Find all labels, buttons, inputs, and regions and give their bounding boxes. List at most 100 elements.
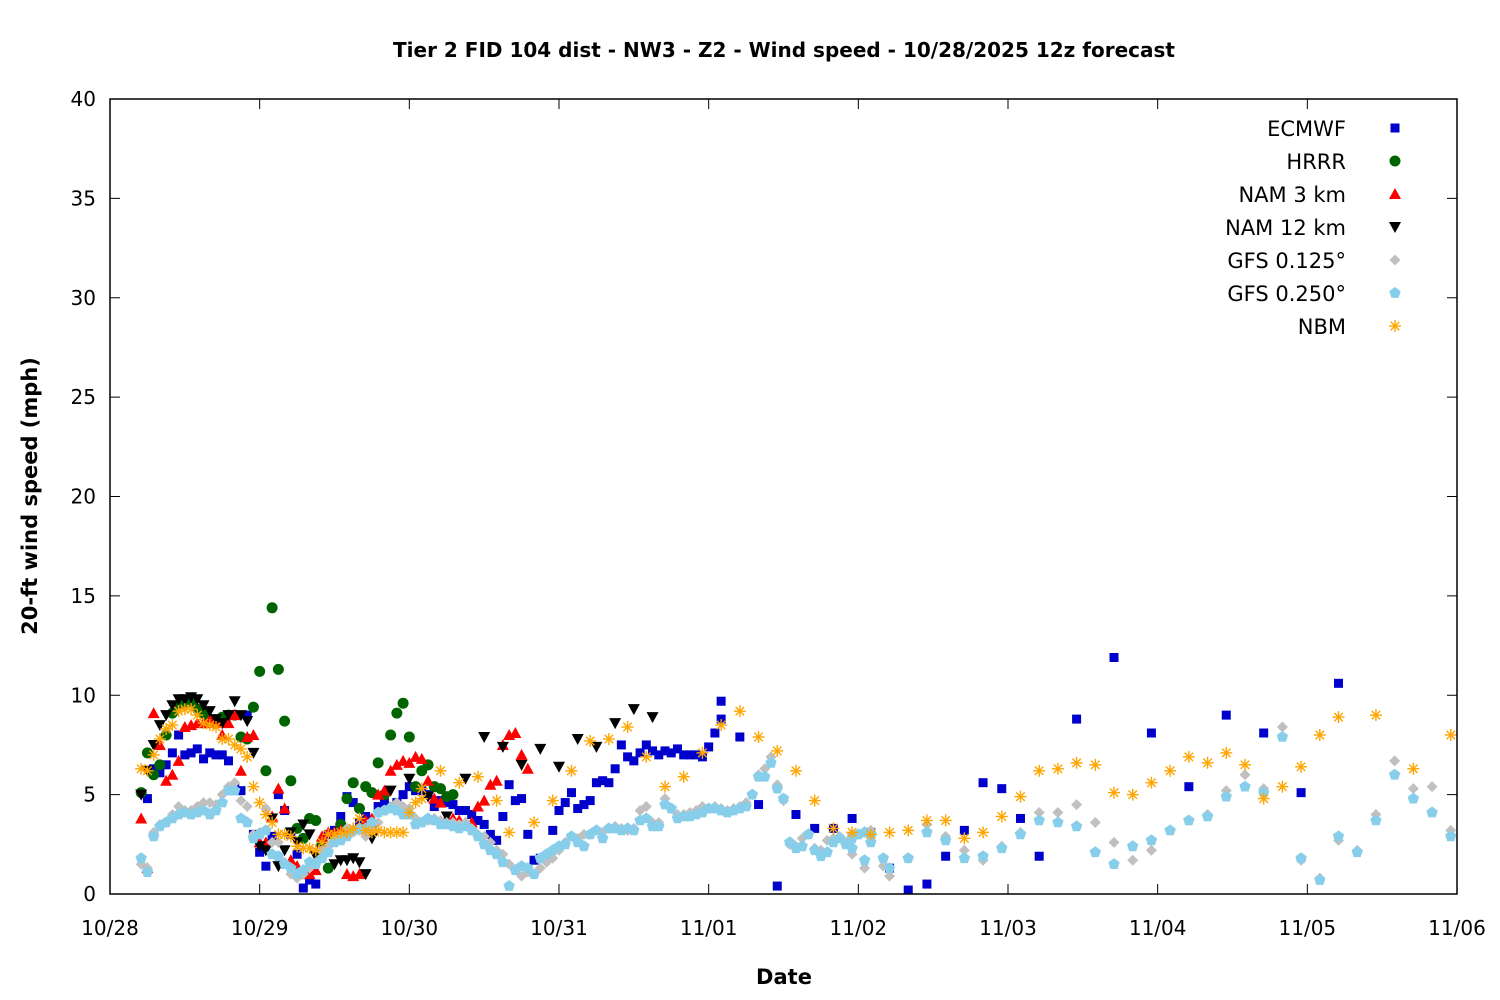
data-point xyxy=(1052,807,1064,819)
data-point xyxy=(604,778,614,788)
data-point xyxy=(1238,758,1251,771)
data-point xyxy=(259,808,272,821)
data-point xyxy=(254,665,266,677)
data-point xyxy=(435,783,447,795)
data-point xyxy=(679,750,689,760)
data-point xyxy=(659,780,672,793)
data-point xyxy=(921,826,933,838)
data-point xyxy=(498,811,508,821)
data-point xyxy=(1313,729,1326,741)
data-point xyxy=(403,773,416,785)
data-point xyxy=(1109,652,1119,662)
data-point xyxy=(311,879,321,889)
data-point xyxy=(1407,783,1419,795)
data-point xyxy=(685,750,695,760)
data-point xyxy=(1145,776,1158,789)
data-point xyxy=(578,840,590,852)
legend-label: HRRR xyxy=(1286,150,1346,174)
data-point xyxy=(1276,780,1289,793)
data-point xyxy=(883,862,896,873)
data-point xyxy=(1164,824,1176,836)
data-point xyxy=(883,826,896,839)
data-point xyxy=(1015,813,1025,823)
data-point xyxy=(253,841,266,853)
data-point xyxy=(978,778,988,788)
data-point xyxy=(628,824,640,836)
data-point xyxy=(322,846,334,858)
data-point xyxy=(772,881,782,891)
data-point xyxy=(1239,769,1251,781)
data-point xyxy=(1183,814,1195,826)
data-point xyxy=(847,813,857,823)
data-point xyxy=(529,855,539,865)
data-point xyxy=(241,716,254,728)
data-point xyxy=(629,756,639,766)
data-point xyxy=(167,748,177,758)
y-tick-label: 15 xyxy=(71,584,96,608)
legend: ECMWF HRRR NAM 3 km NAM 12 km GFS 0.125° GFS … xyxy=(1225,117,1401,339)
legend-marker-icon xyxy=(1390,123,1400,133)
x-axis-label: Date xyxy=(756,965,812,989)
data-point xyxy=(523,829,533,839)
data-point xyxy=(260,824,272,836)
y-tick-label: 40 xyxy=(71,87,96,111)
data-point xyxy=(939,814,952,827)
data-point xyxy=(1201,810,1214,822)
data-point xyxy=(459,773,472,785)
data-point xyxy=(585,796,595,806)
data-point xyxy=(347,777,359,789)
data-point xyxy=(796,840,808,852)
x-tick-label: 11/05 xyxy=(1279,916,1337,940)
data-point xyxy=(285,775,297,787)
data-point xyxy=(273,790,283,800)
data-point xyxy=(297,819,310,831)
data-point xyxy=(384,764,397,776)
data-point xyxy=(147,748,160,761)
data-point xyxy=(752,730,765,743)
data-point xyxy=(398,790,408,800)
series-hrrr xyxy=(135,602,459,874)
data-point xyxy=(192,744,202,754)
data-point xyxy=(1201,756,1214,769)
data-point xyxy=(958,844,970,856)
data-point xyxy=(409,796,422,809)
data-point xyxy=(347,853,360,865)
legend-label: NBM xyxy=(1298,315,1346,339)
data-point xyxy=(228,696,241,708)
data-point xyxy=(141,764,154,777)
x-tick-label: 11/03 xyxy=(979,916,1037,940)
data-point xyxy=(941,851,951,861)
data-point xyxy=(236,786,246,796)
data-point xyxy=(422,774,435,786)
data-point xyxy=(864,828,877,841)
data-point xyxy=(560,798,570,808)
data-point xyxy=(473,815,483,825)
data-point xyxy=(746,788,758,800)
data-point xyxy=(359,869,372,881)
data-point xyxy=(467,810,477,819)
data-point xyxy=(1182,750,1195,763)
data-point xyxy=(490,774,503,786)
data-point xyxy=(1108,836,1120,848)
data-point xyxy=(222,710,235,722)
data-point xyxy=(995,810,1008,823)
data-point xyxy=(1145,844,1157,856)
x-tick-label: 11/04 xyxy=(1129,916,1187,940)
data-point xyxy=(410,781,422,793)
data-point xyxy=(384,785,397,797)
data-point xyxy=(328,828,341,841)
data-point xyxy=(428,792,441,804)
data-point xyxy=(229,777,241,789)
data-point xyxy=(210,714,223,726)
data-point xyxy=(217,750,227,760)
data-point xyxy=(429,802,439,812)
data-point xyxy=(771,782,783,794)
data-point xyxy=(579,800,589,810)
data-point xyxy=(353,812,366,825)
data-point xyxy=(1332,711,1345,724)
data-point xyxy=(1108,858,1120,869)
data-point xyxy=(366,816,378,828)
data-point xyxy=(278,802,291,814)
data-point xyxy=(241,801,253,813)
